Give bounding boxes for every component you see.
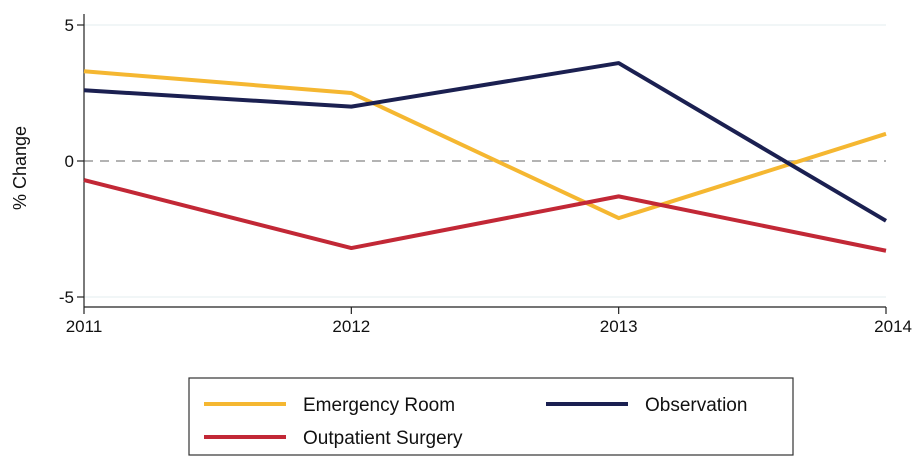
x-tick-label-2: 2013 bbox=[600, 317, 638, 336]
y-axis-label: % Change bbox=[10, 126, 30, 210]
legend-label-observation: Observation bbox=[645, 395, 747, 416]
x-tick-label-0: 2011 bbox=[66, 317, 103, 336]
series-line-observation bbox=[83, 61, 888, 223]
series-line-emergency-room bbox=[83, 69, 887, 221]
series-lines bbox=[83, 61, 888, 253]
y-tick-label-1: 0 bbox=[65, 152, 74, 171]
gridlines bbox=[84, 24, 886, 298]
x-axis-ticks: 2011 2012 2013 2014 bbox=[66, 307, 912, 336]
y-tick-label-0: -5 bbox=[59, 288, 74, 307]
legend: Emergency Room Observation Outpatient Surg… bbox=[188, 377, 794, 456]
x-tick-label-3: 2014 bbox=[874, 317, 912, 336]
x-tick-label-1: 2012 bbox=[332, 317, 370, 336]
y-axis-ticks: -5 0 5 bbox=[59, 16, 84, 307]
legend-label-emergency-room: Emergency Room bbox=[303, 395, 455, 416]
y-tick-label-2: 5 bbox=[65, 16, 74, 35]
legend-box bbox=[188, 377, 794, 456]
legend-label-outpatient-surgery: Outpatient Surgery bbox=[303, 428, 463, 449]
series-line-outpatient-surgery bbox=[83, 178, 887, 253]
